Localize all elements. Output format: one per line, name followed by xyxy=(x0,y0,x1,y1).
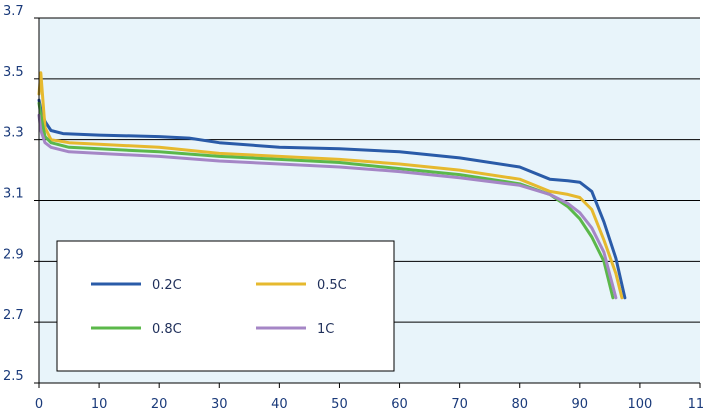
y-tick-label: 2.5 xyxy=(3,369,24,384)
y-tick-label: 2.7 xyxy=(3,308,24,323)
legend-label: 1C xyxy=(317,322,334,337)
legend: 0.2C 0.5C 0.8C 1C xyxy=(56,240,395,372)
x-tick-label: 110 xyxy=(688,397,705,410)
x-tick-label: 50 xyxy=(331,397,348,410)
x-tick-labels: 0 10 20 30 40 50 60 70 80 90 100 110 xyxy=(35,397,705,410)
x-tick-label: 10 xyxy=(91,397,108,410)
x-tick-label: 90 xyxy=(572,397,589,410)
x-tick-label: 0 xyxy=(35,397,43,410)
legend-label: 0.2C xyxy=(152,278,182,293)
series-lines xyxy=(37,71,627,300)
legend-label: 0.8C xyxy=(152,322,182,337)
x-tick-label: 20 xyxy=(151,397,168,410)
y-tick-label: 2.9 xyxy=(3,247,24,262)
axes xyxy=(38,18,700,384)
y-tick-label: 3.7 xyxy=(3,4,24,19)
y-tick-label: 3.5 xyxy=(3,65,24,80)
series-line-0-8c xyxy=(37,101,615,300)
x-tick-label: 40 xyxy=(271,397,288,410)
series-line-0-5c xyxy=(37,71,624,300)
x-tick-label: 70 xyxy=(451,397,468,410)
legend-box xyxy=(56,240,395,372)
legend-label: 0.5C xyxy=(317,278,347,293)
x-tick-label: 100 xyxy=(627,397,652,410)
x-tick-label: 80 xyxy=(511,397,528,410)
y-tick-labels: 2.5 2.7 2.9 3.1 3.3 3.5 3.7 xyxy=(3,4,24,384)
series-line-1c xyxy=(37,113,618,300)
series-line-0-2c xyxy=(37,98,627,300)
x-tick-label: 30 xyxy=(211,397,228,410)
x-tick-label: 60 xyxy=(391,397,408,410)
y-tick-label: 3.1 xyxy=(3,187,24,202)
y-tick-label: 3.3 xyxy=(3,126,24,141)
